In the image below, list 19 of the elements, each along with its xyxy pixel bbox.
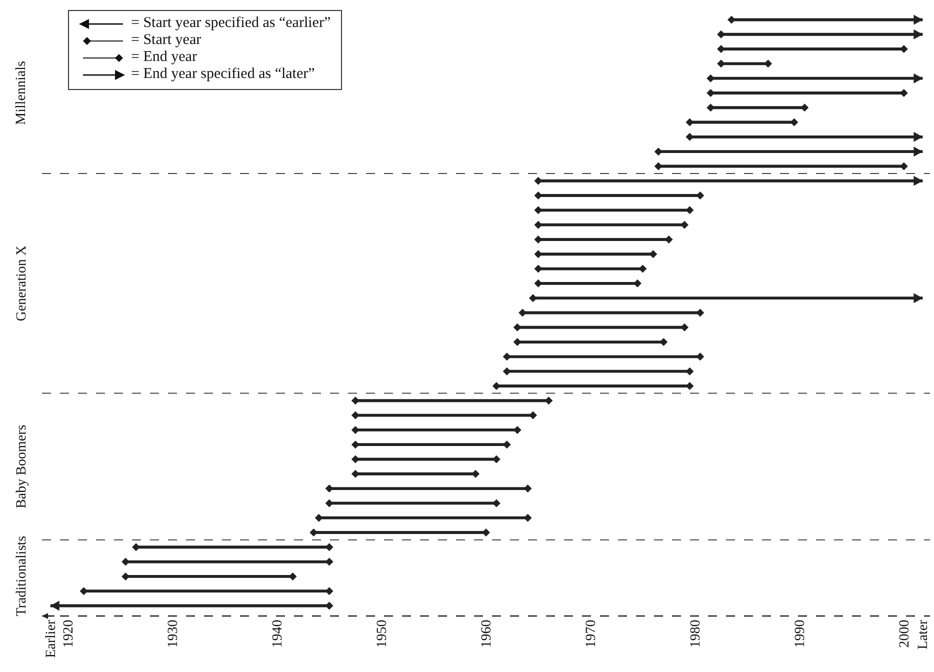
x-tick-label: 1990 [792, 620, 808, 648]
x-tick-label: 2000 [897, 620, 912, 648]
x-tick-label: 1950 [375, 620, 390, 648]
annotation: = Start year specified as “earlier” [131, 15, 331, 32]
text: Generation X [14, 245, 30, 322]
x-tick-label: 1960 [480, 620, 495, 648]
text: Baby Boomers [14, 424, 30, 508]
text: Millennials [14, 61, 29, 125]
x-tick-label: Later [916, 619, 932, 650]
x-tick-label: 1920 [62, 620, 77, 648]
x-tick-label: Earlier [44, 619, 59, 658]
x-tick-label: 1940 [270, 620, 286, 648]
x-tick-label: 1930 [166, 620, 182, 648]
annotation: = Start year [131, 32, 202, 49]
x-tick-label: 1980 [688, 620, 704, 648]
annotation: = End year [131, 49, 197, 66]
text: Traditionalists [14, 536, 30, 616]
x-tick-label: 1970 [584, 620, 600, 648]
annotation: = End year specified as “later” [131, 66, 315, 83]
